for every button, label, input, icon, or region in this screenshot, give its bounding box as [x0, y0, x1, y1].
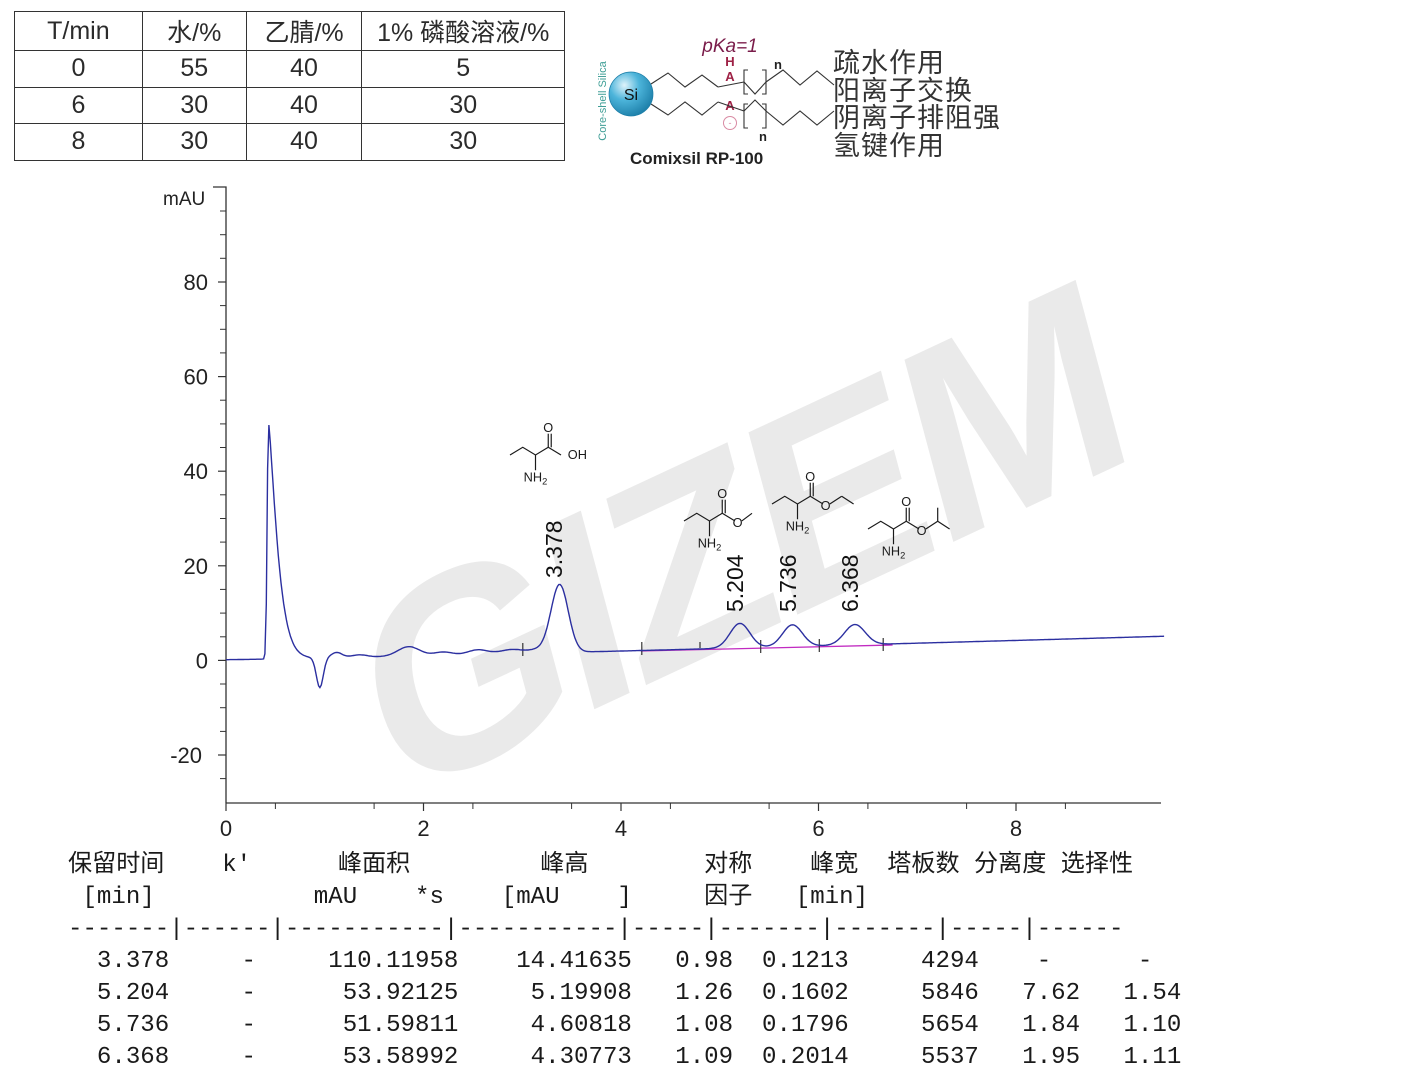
- svg-text:4: 4: [615, 816, 627, 841]
- svg-text:NH2: NH2: [882, 543, 906, 560]
- svg-text:NH2: NH2: [786, 518, 810, 535]
- svg-text:NH2: NH2: [524, 469, 548, 486]
- svg-text:O: O: [917, 523, 927, 538]
- svg-text:0: 0: [196, 648, 208, 673]
- svg-text:O: O: [717, 486, 727, 501]
- svg-text:OH: OH: [568, 447, 587, 462]
- svg-text:0: 0: [220, 816, 232, 841]
- svg-text:-20: -20: [170, 743, 202, 768]
- svg-text:O: O: [821, 498, 831, 513]
- svg-text:60: 60: [184, 365, 208, 390]
- svg-text:2: 2: [417, 816, 429, 841]
- svg-text:40: 40: [184, 459, 208, 484]
- svg-text:20: 20: [184, 554, 208, 579]
- svg-text:NH2: NH2: [698, 535, 722, 552]
- svg-text:80: 80: [184, 270, 208, 295]
- svg-text:O: O: [901, 494, 911, 509]
- svg-text:6.368: 6.368: [837, 554, 863, 612]
- svg-text:5.204: 5.204: [722, 554, 748, 612]
- svg-text:mAU: mAU: [163, 189, 205, 210]
- svg-text:5.736: 5.736: [775, 554, 801, 612]
- svg-text:O: O: [805, 469, 815, 484]
- svg-text:8: 8: [1010, 816, 1022, 841]
- svg-text:O: O: [733, 515, 743, 530]
- svg-text:3.378: 3.378: [541, 520, 567, 578]
- svg-text:6: 6: [812, 816, 824, 841]
- svg-text:O: O: [543, 420, 553, 435]
